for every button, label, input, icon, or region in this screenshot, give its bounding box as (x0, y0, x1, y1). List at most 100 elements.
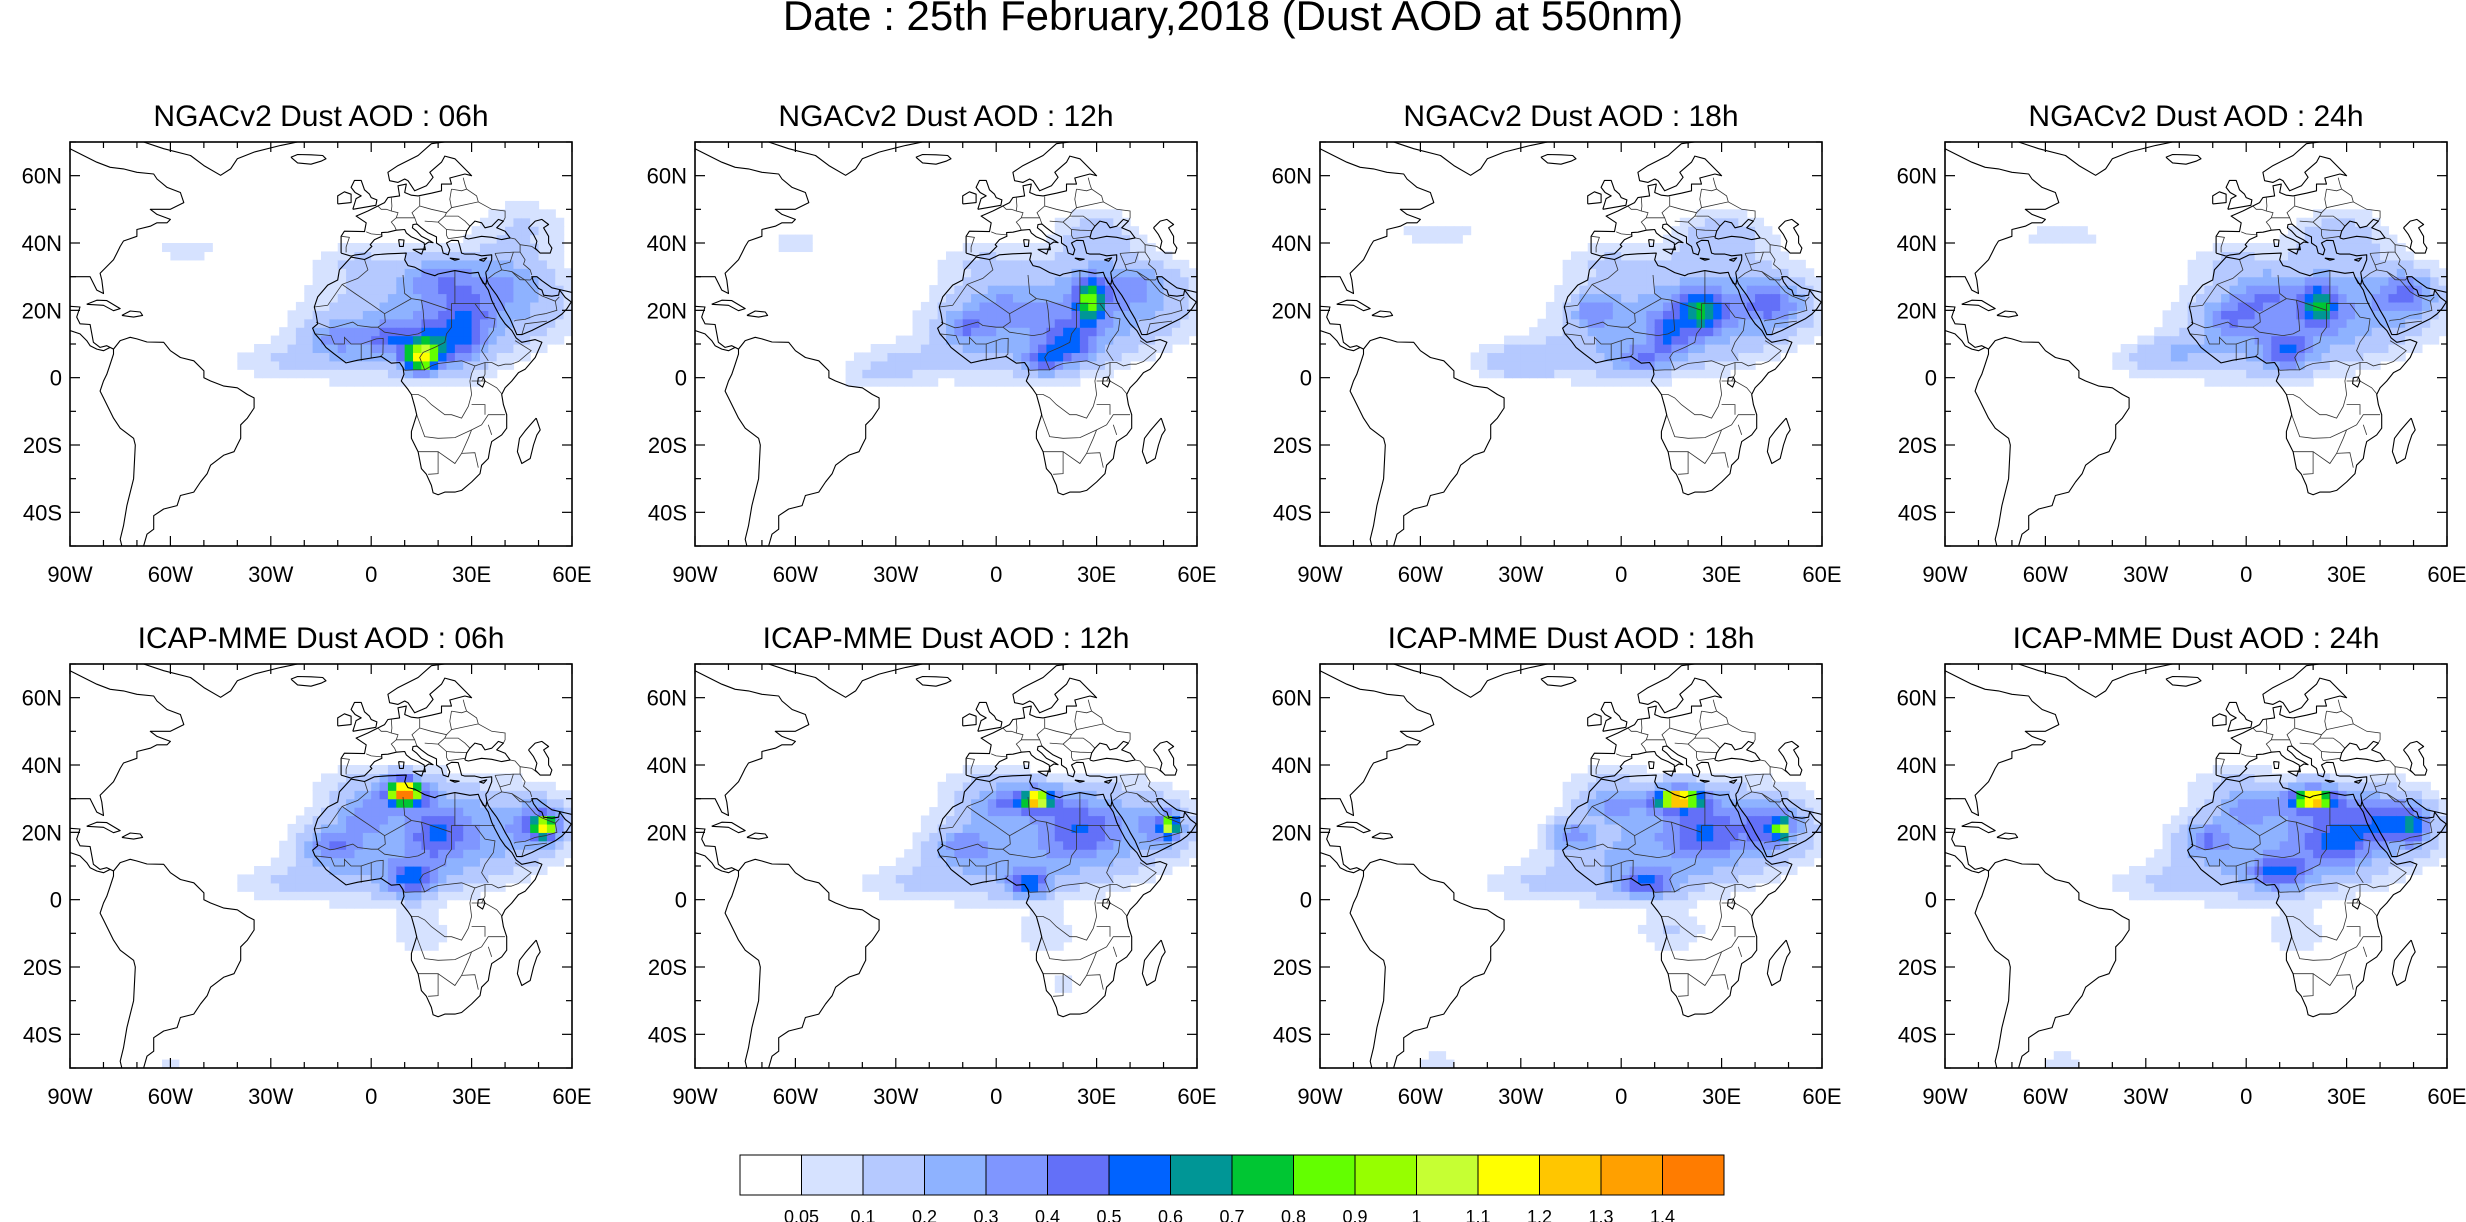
colorbar-box (862, 1154, 925, 1196)
country-borders (1564, 699, 1822, 997)
lon-tick-label: 60E (1802, 562, 1841, 587)
lat-tick-label: 40N (647, 753, 687, 778)
lon-tick-label: 60W (773, 1084, 818, 1109)
lat-tick-label: 40S (648, 1022, 687, 1047)
lon-tick-label: 30E (2327, 1084, 2366, 1109)
colorbar-box (1600, 1154, 1663, 1196)
dust-aod-field (2045, 765, 2447, 1068)
lon-tick-label: 60W (2023, 1084, 2068, 1109)
dust-aod-field (862, 765, 1197, 993)
lon-tick-label: 90W (672, 562, 717, 587)
dust-aod-field (1403, 209, 1822, 387)
country-borders (939, 699, 1197, 997)
dust-aod-field (162, 765, 572, 1068)
colorbar: 0.05 0.1 0.2 0.3 0.4 0.5 0.6 0.7 0.8 0.9 1 1.1 1.2 1.… (739, 1154, 1725, 1222)
lon-tick-label: 90W (47, 1084, 92, 1109)
lon-tick-label: 0 (990, 562, 1002, 587)
axis-ticks (1944, 141, 2448, 547)
axis-ticks (694, 141, 1198, 547)
lat-tick-label: 0 (1925, 366, 1937, 391)
lon-tick-label: 60E (552, 562, 591, 587)
axis-ticks (1319, 141, 1823, 547)
figure-title: Date : 25th February,2018 (Dust AOD at 5… (783, 0, 1683, 39)
lon-tick-label: 90W (47, 562, 92, 587)
lat-tick-label: 40N (1272, 231, 1312, 256)
colorbar-box (1231, 1154, 1294, 1196)
dust-aod-field (162, 200, 572, 387)
colorbar-box (1354, 1154, 1417, 1196)
colorbar-box (801, 1154, 864, 1196)
colorbar-label: 1.4 (1650, 1207, 1675, 1222)
lon-tick-label: 30E (2327, 562, 2366, 587)
lat-tick-label: 20N (647, 820, 687, 845)
lon-tick-label: 30W (248, 562, 293, 587)
lat-tick-label: 0 (50, 366, 62, 391)
dust-aod-field (1420, 765, 1822, 1068)
axis-ticks (694, 663, 1198, 1069)
coastlines (1945, 664, 2447, 1068)
lat-tick-label: 40N (1272, 753, 1312, 778)
panel-title: ICAP-MME Dust AOD : 12h (763, 622, 1130, 655)
map-panel: ICAP-MME Dust AOD : 06h 90W 60W 30W 0 30E 60E 6… (22, 622, 592, 1109)
lat-tick-label: 40S (1273, 500, 1312, 525)
lon-tick-label: 30W (248, 1084, 293, 1109)
map-panel: NGACv2 Dust AOD : 12h 90W 60W 30W 0 30E 60E 60N… (647, 100, 1217, 587)
colorbar-box (985, 1154, 1048, 1196)
lat-tick-label: 0 (1925, 888, 1937, 913)
lat-tick-label: 60N (1272, 164, 1312, 189)
map-panels: NGACv2 Dust AOD : 06h 90W 60W 30W 0 30E 60E 60N… (22, 100, 2466, 1109)
colorbar-label: 0.8 (1281, 1207, 1306, 1222)
lon-tick-label: 60W (148, 1084, 193, 1109)
country-borders (939, 177, 1197, 475)
lat-tick-label: 0 (675, 366, 687, 391)
colorbar-box (739, 1154, 802, 1196)
lat-tick-label: 40S (1898, 500, 1937, 525)
dust-aod-field (2028, 209, 2447, 387)
lat-tick-label: 40S (23, 1022, 62, 1047)
lon-tick-label: 60W (1398, 1084, 1443, 1109)
coastlines (1320, 664, 1822, 1068)
coastlines (695, 142, 1197, 546)
lat-tick-label: 20S (1898, 955, 1937, 980)
lon-tick-label: 90W (672, 1084, 717, 1109)
lon-tick-label: 60E (2427, 562, 2466, 587)
lat-tick-label: 40S (23, 500, 62, 525)
lon-tick-label: 30W (1498, 1084, 1543, 1109)
lat-tick-label: 40S (648, 500, 687, 525)
colorbar-label: 1.2 (1527, 1207, 1552, 1222)
colorbar-label: 1.1 (1465, 1207, 1490, 1222)
lon-tick-label: 60W (2023, 562, 2068, 587)
lat-tick-label: 60N (647, 686, 687, 711)
country-borders (2189, 177, 2447, 475)
lat-tick-label: 0 (1300, 888, 1312, 913)
coastlines (70, 142, 572, 546)
coastlines (70, 664, 572, 1068)
colorbar-label: 1 (1411, 1207, 1421, 1222)
colorbar-box (1293, 1154, 1356, 1196)
colorbar-label: 0.05 (784, 1207, 819, 1222)
lon-tick-label: 90W (1297, 1084, 1342, 1109)
lon-tick-label: 30E (1077, 562, 1116, 587)
lon-tick-label: 0 (2240, 1084, 2252, 1109)
lon-tick-label: 30W (2123, 1084, 2168, 1109)
lon-tick-label: 90W (1297, 562, 1342, 587)
lat-tick-label: 40N (22, 753, 62, 778)
lat-tick-label: 20S (648, 955, 687, 980)
lon-tick-label: 0 (365, 1084, 377, 1109)
lat-tick-label: 0 (675, 888, 687, 913)
country-borders (314, 177, 572, 475)
panel-title: NGACv2 Dust AOD : 24h (2028, 100, 2363, 133)
colorbar-box (1662, 1154, 1725, 1196)
lat-tick-label: 20S (1898, 433, 1937, 458)
colorbar-box (1416, 1154, 1479, 1196)
coastlines (1320, 142, 1822, 546)
lon-tick-label: 60W (773, 562, 818, 587)
lat-tick-label: 20N (1272, 298, 1312, 323)
panel-title: NGACv2 Dust AOD : 06h (153, 100, 488, 133)
lon-tick-label: 30E (1077, 1084, 1116, 1109)
map-panel: NGACv2 Dust AOD : 06h 90W 60W 30W 0 30E 60E 60N… (22, 100, 592, 587)
colorbar-label: 0.4 (1035, 1207, 1060, 1222)
lat-tick-label: 20N (1897, 820, 1937, 845)
lon-tick-label: 90W (1922, 1084, 1967, 1109)
